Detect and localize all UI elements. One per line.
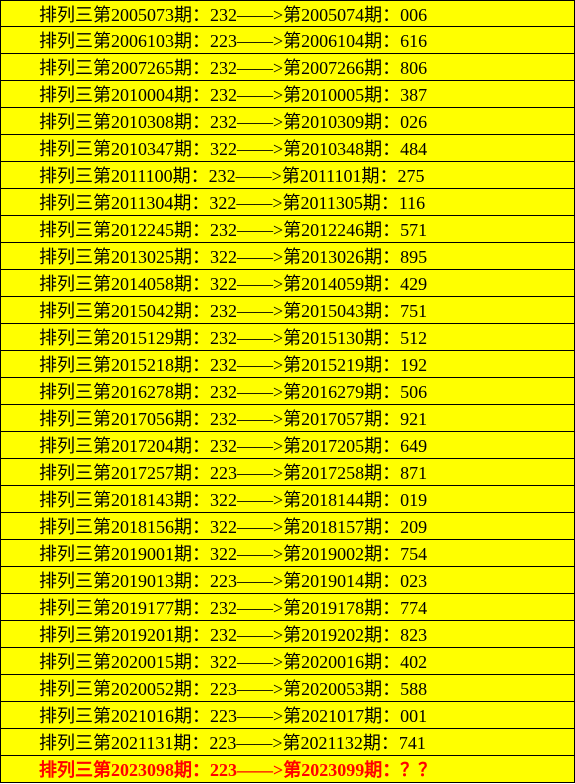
table-row: 排列三第2021131期：223——>第2021132期：741 <box>0 729 575 756</box>
table-row: 排列三第2010308期：232——>第2010309期：026 <box>0 108 575 135</box>
table-row: 排列三第2018143期：322——>第2018144期：019 <box>0 486 575 513</box>
highlight-row-text: 排列三第2023098期：223——>第2023099期：？？ <box>39 756 436 782</box>
table-row: 排列三第2015042期：232——>第2015043期：751 <box>0 297 575 324</box>
table-row: 排列三第2012245期：232——>第2012246期：571 <box>0 216 575 243</box>
table-row: 排列三第2010004期：232——>第2010005期：387 <box>0 81 575 108</box>
table-row: 排列三第2017257期：223——>第2017258期：871 <box>0 459 575 486</box>
table-row: 排列三第2019001期：322——>第2019002期：754 <box>0 540 575 567</box>
table-row: 排列三第2013025期：322——>第2013026期：895 <box>0 243 575 270</box>
table-row: 排列三第2020015期：322——>第2020016期：402 <box>0 648 575 675</box>
table-row: 排列三第2005073期：232——>第2005074期：006 <box>0 0 575 27</box>
table-row: 排列三第2015218期：232——>第2015219期：192 <box>0 351 575 378</box>
table-row: 排列三第2014058期：322——>第2014059期：429 <box>0 270 575 297</box>
table-row: 排列三第2019013期：223——>第2019014期：023 <box>0 567 575 594</box>
table-row: 排列三第2017204期：232——>第2017205期：649 <box>0 432 575 459</box>
table-row: 排列三第2010347期：322——>第2010348期：484 <box>0 135 575 162</box>
table-row: 排列三第2020052期：223——>第2020053期：588 <box>0 675 575 702</box>
table-row: 排列三第2011304期：322——>第2011305期：116 <box>0 189 575 216</box>
table-row: 排列三第2017056期：232——>第2017057期：921 <box>0 405 575 432</box>
table-row: 排列三第2015129期：232——>第2015130期：512 <box>0 324 575 351</box>
lottery-table: 排列三第2005073期：232——>第2005074期：006排列三第2006… <box>0 0 575 783</box>
table-row: 排列三第2021016期：223——>第2021017期：001 <box>0 702 575 729</box>
table-row: 排列三第2018156期：322——>第2018157期：209 <box>0 513 575 540</box>
table-row: 排列三第2006103期：223——>第2006104期：616 <box>0 27 575 54</box>
table-row: 排列三第2016278期：232——>第2016279期：506 <box>0 378 575 405</box>
table-row: 排列三第2011100期：232——>第2011101期：275 <box>0 162 575 189</box>
table-row: 排列三第2019201期：232——>第2019202期：823 <box>0 621 575 648</box>
table-row: 排列三第2019177期：232——>第2019178期：774 <box>0 594 575 621</box>
table-row: 排列三第2007265期：232——>第2007266期：806 <box>0 54 575 81</box>
table-row: 排列三第2023098期：223——>第2023099期：？？ <box>0 756 575 783</box>
